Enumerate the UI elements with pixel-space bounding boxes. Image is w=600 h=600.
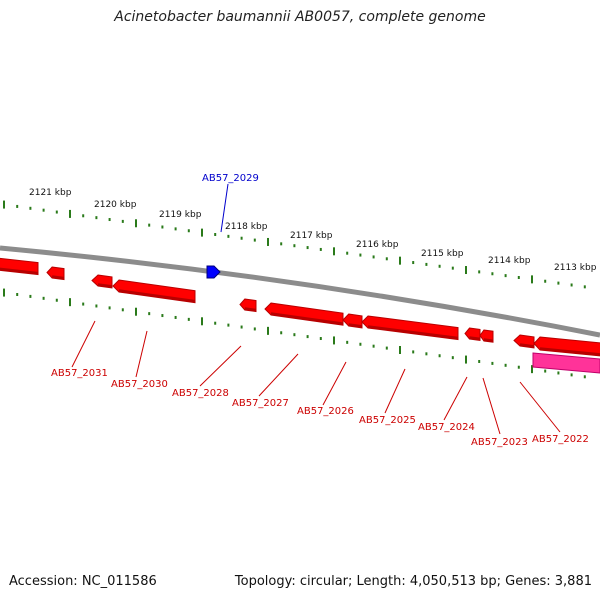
callout-line	[258, 353, 299, 397]
kbp-label: 2113 kbp	[554, 263, 597, 273]
gene-feature-blue[interactable]	[206, 265, 221, 279]
callout-line	[384, 368, 406, 414]
gene-feature-shade	[0, 267, 39, 275]
gene-feature-shade	[244, 307, 257, 312]
kbp-label: 2116 kbp	[356, 240, 399, 250]
gene-feature-shade	[270, 312, 344, 325]
gene-feature-shade	[469, 336, 481, 341]
callout-line	[71, 320, 96, 368]
callout-line	[135, 330, 148, 378]
map-title: Acinetobacter baumannii AB0057, complete…	[114, 9, 486, 25]
callout-line	[199, 345, 242, 387]
gene-feature-shade	[348, 323, 363, 328]
genome-backbone	[0, 245, 600, 338]
callout-line	[519, 381, 561, 433]
gene-feature[interactable]	[112, 279, 196, 304]
kbp-label: 2121 kbp	[29, 188, 72, 198]
callout-line	[482, 377, 501, 435]
kbp-label-group: 2121 kbp 2120 kbp 2119 kbp 2118 kbp 2117 kbp…	[29, 188, 597, 273]
kbp-label: 2118 kbp	[225, 222, 268, 232]
gene-label[interactable]: AB57_2026	[297, 406, 354, 417]
gene-feature[interactable]	[361, 315, 459, 341]
kbp-label: 2119 kbp	[159, 210, 202, 220]
gene-feature[interactable]	[533, 336, 600, 357]
gene-label[interactable]: AB57_2030	[111, 379, 168, 390]
gene-feature[interactable]	[264, 302, 344, 326]
gene-label[interactable]: AB57_2027	[232, 398, 289, 409]
callout-line	[443, 376, 468, 421]
gene-label[interactable]: AB57_2022	[532, 434, 589, 445]
gene-label[interactable]: AB57_2029	[202, 173, 259, 184]
gene-feature-selected[interactable]	[532, 352, 600, 374]
gene-label[interactable]: AB57_2024	[418, 422, 475, 433]
gene-feature-shade	[367, 325, 459, 340]
bottom-tick-track	[3, 288, 586, 379]
gene-label[interactable]: AB57_2023	[471, 437, 528, 448]
gene-feature-shade	[539, 347, 600, 356]
gene-feature-shade	[51, 275, 65, 280]
kbp-label: 2115 kbp	[421, 249, 464, 259]
kbp-label: 2120 kbp	[94, 200, 137, 210]
gene-feature-group[interactable]	[0, 257, 600, 374]
gene-feature-shade	[118, 289, 196, 303]
gene-label[interactable]: AB57_2031	[51, 368, 108, 379]
callout-group: AB57_2031AB57_2030AB57_2029AB57_2028AB57…	[51, 173, 589, 448]
accession-label: Accession: NC_011586	[9, 574, 157, 589]
gene-feature-shade	[483, 338, 494, 342]
kbp-label: 2114 kbp	[488, 256, 531, 266]
gene-feature-shade	[97, 283, 113, 288]
callout-line	[322, 361, 347, 406]
callout-line	[220, 183, 229, 233]
genome-summary: Topology: circular; Length: 4,050,513 bp…	[234, 574, 592, 589]
gene-feature-shade	[519, 343, 535, 348]
kbp-label: 2117 kbp	[290, 231, 333, 241]
top-tick-track	[3, 200, 586, 289]
gene-label[interactable]: AB57_2025	[359, 415, 416, 426]
gene-label[interactable]: AB57_2028	[172, 388, 229, 399]
gene-feature[interactable]	[342, 313, 363, 329]
